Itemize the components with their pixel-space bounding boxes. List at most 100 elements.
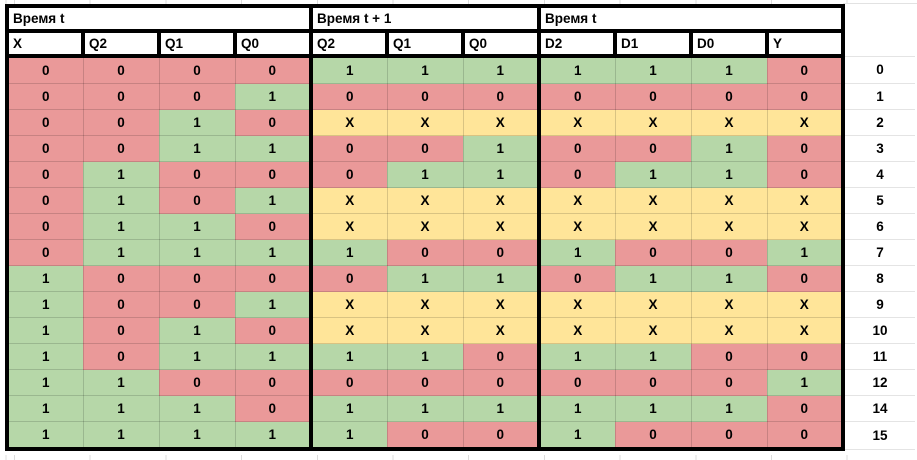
value-cell[interactable]: 1 bbox=[386, 265, 464, 292]
value-cell[interactable]: 1 bbox=[158, 239, 236, 266]
value-cell[interactable]: 0 bbox=[82, 265, 160, 292]
value-cell[interactable]: 0 bbox=[614, 421, 692, 451]
value-cell[interactable]: X bbox=[614, 109, 692, 136]
value-cell[interactable]: 1 bbox=[690, 55, 768, 84]
value-cell[interactable]: 0 bbox=[5, 239, 84, 266]
group-header-2[interactable]: Время t bbox=[537, 4, 845, 33]
value-cell[interactable]: 0 bbox=[766, 421, 845, 451]
value-cell[interactable]: X bbox=[309, 213, 388, 240]
value-cell[interactable]: 0 bbox=[462, 369, 540, 396]
value-cell[interactable]: 0 bbox=[234, 213, 312, 240]
value-cell[interactable]: 1 bbox=[82, 421, 160, 451]
value-cell[interactable]: 0 bbox=[82, 83, 160, 110]
value-cell[interactable]: 0 bbox=[309, 161, 388, 188]
value-cell[interactable]: X bbox=[386, 187, 464, 214]
column-header-d1-8[interactable]: D1 bbox=[613, 29, 693, 58]
value-cell[interactable]: 1 bbox=[82, 395, 160, 422]
value-cell[interactable]: 0 bbox=[766, 83, 845, 110]
value-cell[interactable]: 1 bbox=[5, 265, 84, 292]
value-cell[interactable]: X bbox=[690, 109, 768, 136]
value-cell[interactable]: 0 bbox=[386, 135, 464, 162]
value-cell[interactable]: 0 bbox=[766, 395, 845, 422]
value-cell[interactable]: X bbox=[614, 187, 692, 214]
value-cell[interactable]: 0 bbox=[5, 55, 84, 84]
row-number[interactable]: 0 bbox=[843, 55, 915, 84]
value-cell[interactable]: 1 bbox=[309, 395, 388, 422]
value-cell[interactable]: 1 bbox=[386, 343, 464, 370]
value-cell[interactable]: 0 bbox=[537, 135, 616, 162]
value-cell[interactable]: X bbox=[386, 213, 464, 240]
value-cell[interactable]: 1 bbox=[234, 343, 312, 370]
column-header-y-10[interactable]: Y bbox=[765, 29, 845, 58]
column-header-x-0[interactable]: X bbox=[5, 29, 85, 58]
row-number[interactable]: 6 bbox=[843, 213, 915, 240]
value-cell[interactable]: X bbox=[766, 317, 845, 344]
value-cell[interactable]: 1 bbox=[5, 317, 84, 344]
column-header-q2-4[interactable]: Q2 bbox=[309, 29, 389, 58]
value-cell[interactable]: 1 bbox=[158, 395, 236, 422]
value-cell[interactable]: 1 bbox=[5, 369, 84, 396]
value-cell[interactable]: 1 bbox=[5, 291, 84, 318]
value-cell[interactable]: X bbox=[690, 291, 768, 318]
value-cell[interactable]: 0 bbox=[690, 83, 768, 110]
value-cell[interactable]: 1 bbox=[614, 343, 692, 370]
value-cell[interactable]: 1 bbox=[386, 395, 464, 422]
value-cell[interactable]: 0 bbox=[158, 187, 236, 214]
column-header-d0-9[interactable]: D0 bbox=[689, 29, 769, 58]
value-cell[interactable]: 1 bbox=[234, 83, 312, 110]
row-number[interactable]: 2 bbox=[843, 109, 915, 136]
row-number[interactable]: 11 bbox=[843, 343, 915, 370]
value-cell[interactable]: 1 bbox=[82, 213, 160, 240]
column-header-q0-3[interactable]: Q0 bbox=[233, 29, 313, 58]
value-cell[interactable]: 0 bbox=[234, 55, 312, 84]
value-cell[interactable]: 0 bbox=[5, 187, 84, 214]
value-cell[interactable]: 1 bbox=[462, 135, 540, 162]
value-cell[interactable]: 0 bbox=[537, 369, 616, 396]
value-cell[interactable]: 0 bbox=[82, 291, 160, 318]
value-cell[interactable]: X bbox=[766, 291, 845, 318]
value-cell[interactable]: X bbox=[766, 187, 845, 214]
value-cell[interactable]: X bbox=[537, 317, 616, 344]
value-cell[interactable]: X bbox=[309, 317, 388, 344]
value-cell[interactable]: 1 bbox=[158, 317, 236, 344]
row-number[interactable]: 12 bbox=[843, 369, 915, 396]
value-cell[interactable]: 1 bbox=[766, 239, 845, 266]
value-cell[interactable]: 0 bbox=[234, 395, 312, 422]
value-cell[interactable]: 1 bbox=[309, 343, 388, 370]
value-cell[interactable]: X bbox=[537, 187, 616, 214]
value-cell[interactable]: 1 bbox=[82, 239, 160, 266]
row-number[interactable]: 1 bbox=[843, 83, 915, 110]
value-cell[interactable]: X bbox=[386, 109, 464, 136]
row-number[interactable]: 5 bbox=[843, 187, 915, 214]
value-cell[interactable]: 0 bbox=[614, 135, 692, 162]
value-cell[interactable]: X bbox=[462, 291, 540, 318]
column-header-q1-2[interactable]: Q1 bbox=[157, 29, 237, 58]
value-cell[interactable]: 1 bbox=[5, 421, 84, 451]
value-cell[interactable]: 0 bbox=[309, 369, 388, 396]
column-header-q2-1[interactable]: Q2 bbox=[81, 29, 161, 58]
value-cell[interactable]: X bbox=[614, 317, 692, 344]
value-cell[interactable]: 0 bbox=[462, 239, 540, 266]
value-cell[interactable]: 1 bbox=[309, 421, 388, 451]
value-cell[interactable]: X bbox=[614, 213, 692, 240]
value-cell[interactable]: 1 bbox=[234, 421, 312, 451]
value-cell[interactable]: X bbox=[690, 317, 768, 344]
value-cell[interactable]: 1 bbox=[386, 55, 464, 84]
value-cell[interactable]: 0 bbox=[309, 265, 388, 292]
row-number[interactable]: 9 bbox=[843, 291, 915, 318]
value-cell[interactable]: X bbox=[537, 213, 616, 240]
value-cell[interactable]: 0 bbox=[766, 265, 845, 292]
value-cell[interactable]: X bbox=[690, 213, 768, 240]
value-cell[interactable]: X bbox=[462, 109, 540, 136]
value-cell[interactable]: 1 bbox=[537, 239, 616, 266]
value-cell[interactable]: X bbox=[309, 109, 388, 136]
value-cell[interactable]: 1 bbox=[614, 55, 692, 84]
value-cell[interactable]: 1 bbox=[690, 395, 768, 422]
value-cell[interactable]: 1 bbox=[690, 161, 768, 188]
value-cell[interactable]: X bbox=[309, 291, 388, 318]
value-cell[interactable]: 0 bbox=[234, 265, 312, 292]
value-cell[interactable]: 0 bbox=[690, 239, 768, 266]
row-number[interactable]: 10 bbox=[843, 317, 915, 344]
value-cell[interactable]: 1 bbox=[82, 161, 160, 188]
value-cell[interactable]: 1 bbox=[5, 343, 84, 370]
